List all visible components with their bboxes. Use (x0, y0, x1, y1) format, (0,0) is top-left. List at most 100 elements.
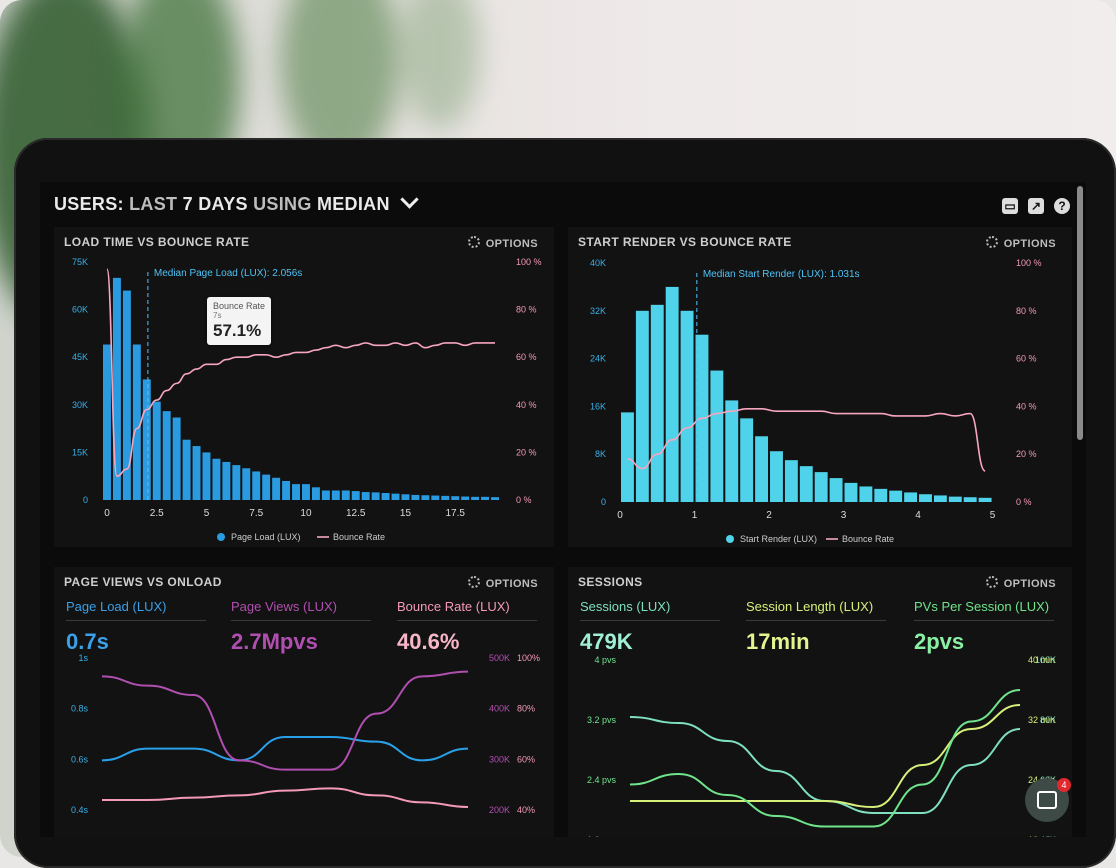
gear-icon (985, 236, 998, 248)
chart-bar (321, 490, 330, 500)
plant-leaf-shape (400, 0, 480, 130)
chart-bar (635, 310, 649, 502)
y-tick-right: 100K (1035, 655, 1056, 665)
y-tick-left: 45K (72, 352, 88, 362)
y-tick-left: 3.2 pvs (587, 715, 617, 725)
chart-bar (621, 412, 634, 502)
legend-label: Start Render (LUX) (740, 534, 817, 544)
chart-bar (431, 495, 440, 500)
median-label: Median Start Render (LUX): 1.031s (703, 269, 860, 280)
x-tick: 17.5 (445, 508, 465, 519)
options-label: OPTIONS (1003, 578, 1056, 590)
panel-title: SESSIONS (578, 575, 643, 589)
chart-bar (859, 486, 873, 502)
chart-bar (391, 493, 400, 500)
options-button[interactable]: OPTIONS (985, 575, 1056, 590)
y-tick-left: 0 (83, 495, 88, 505)
y-tick-right: 500K (489, 653, 510, 663)
metric-value: 479K (580, 629, 633, 654)
options-label: OPTIONS (485, 238, 538, 250)
chart-bar (650, 304, 664, 502)
x-tick: 12.5 (346, 508, 366, 519)
options-label: OPTIONS (1003, 238, 1056, 250)
chart-bar (302, 484, 310, 500)
y-tick-right-2: 16 min (1028, 835, 1055, 837)
metric-value: 0.7s (66, 629, 109, 654)
panel-title: START RENDER VS BOUNCE RATE (578, 235, 792, 249)
chart-bar (361, 492, 370, 500)
options-button[interactable]: OPTIONS (985, 235, 1056, 250)
metric-sessions: Sessions (LUX) 479K (580, 599, 720, 655)
metric-pvs-per-session: PVs Per Session (LUX) 2pvs (914, 599, 1054, 655)
x-tick: 0 (104, 508, 110, 519)
panel-start-render: START RENDER VS BOUNCE RATE OPTIONS Medi… (568, 227, 1072, 547)
chart-bar (371, 492, 380, 500)
chart-bar (451, 496, 460, 500)
divider (746, 620, 886, 621)
help-icon[interactable]: ? (1054, 198, 1070, 214)
notification-badge: 4 (1057, 778, 1071, 792)
chart-bar (212, 458, 221, 500)
chart-bar (292, 484, 300, 500)
dashboard-title[interactable]: USERS: LAST 7 DAYS USING MEDIAN (54, 190, 419, 215)
chart-bar (311, 487, 320, 500)
y-tick-right: 400K (489, 704, 510, 714)
legend-label: Bounce Rate (842, 534, 894, 544)
monitor-icon[interactable]: ▭ (1002, 198, 1018, 214)
bounce-rate-tooltip: Bounce Rate 7s 57.1% (207, 297, 272, 345)
scrollbar[interactable] (1077, 186, 1083, 440)
tooltip-sub: 7s (213, 311, 222, 320)
y-tick-right-2: 40 min (1028, 655, 1055, 665)
metric-session-length: Session Length (LUX) 17min (746, 599, 886, 655)
options-button[interactable]: OPTIONS (467, 575, 538, 590)
chart-bar (904, 492, 918, 502)
series-line (101, 670, 469, 771)
metric-label: Bounce Rate (LUX) (397, 599, 510, 614)
legend-swatch (726, 535, 734, 543)
x-tick: 5 (204, 508, 210, 519)
series-line (629, 689, 1021, 828)
x-tick: 10 (300, 508, 312, 519)
panel-title: PAGE VIEWS VS ONLOAD (64, 575, 222, 589)
options-label: OPTIONS (485, 578, 538, 590)
chart-bar (381, 493, 390, 500)
chart-bar (710, 370, 724, 502)
chart-bar (481, 496, 490, 500)
y-tick-right: 80K (1040, 715, 1056, 725)
chart-bar (202, 452, 211, 500)
chart-bar (162, 411, 171, 500)
title-stat: MEDIAN (316, 194, 390, 214)
metric-value: 40.6% (397, 629, 460, 654)
y-tick-right: 200K (489, 805, 510, 815)
chart-bar (142, 379, 151, 500)
chart-bar (331, 490, 340, 500)
y-tick-right-2: 32 min (1028, 715, 1055, 725)
x-tick: 3 (841, 510, 847, 521)
metric-page-load: Page Load (LUX) 0.7s (66, 599, 206, 655)
options-button[interactable]: OPTIONS (467, 235, 538, 250)
share-icon[interactable]: ↗ (1028, 198, 1044, 214)
chevron-down-icon[interactable] (400, 190, 419, 209)
tooltip-value: 57.1% (213, 321, 262, 340)
load-chart: Median Page Load (LUX): 2.056s 75K 60K 45K 3… (72, 257, 542, 542)
metric-page-views: Page Views (LUX) 2.7Mpvs (231, 599, 371, 655)
panel-title: LOAD TIME VS BOUNCE RATE (64, 235, 250, 249)
divider (231, 620, 371, 621)
y-tick-right: 100 % (516, 257, 542, 267)
y-tick-right: 0 % (1016, 497, 1032, 507)
y-tick-left: 0.8s (71, 704, 89, 714)
divider (397, 620, 537, 621)
chat-icon (1037, 791, 1057, 809)
y-tick-left: 0 (601, 497, 606, 507)
y-tick-right: 0 % (516, 495, 532, 505)
chart-bar (441, 495, 450, 500)
series-line (102, 787, 469, 808)
chart-bar (272, 477, 281, 500)
title-using: USING (253, 194, 312, 214)
median-label: Median Page Load (LUX): 2.056s (154, 268, 302, 279)
series-line (630, 704, 1021, 809)
chart-bar (889, 490, 903, 502)
x-tick: 2 (766, 510, 772, 521)
chart-bar (262, 474, 271, 500)
chart-bar (252, 471, 261, 500)
